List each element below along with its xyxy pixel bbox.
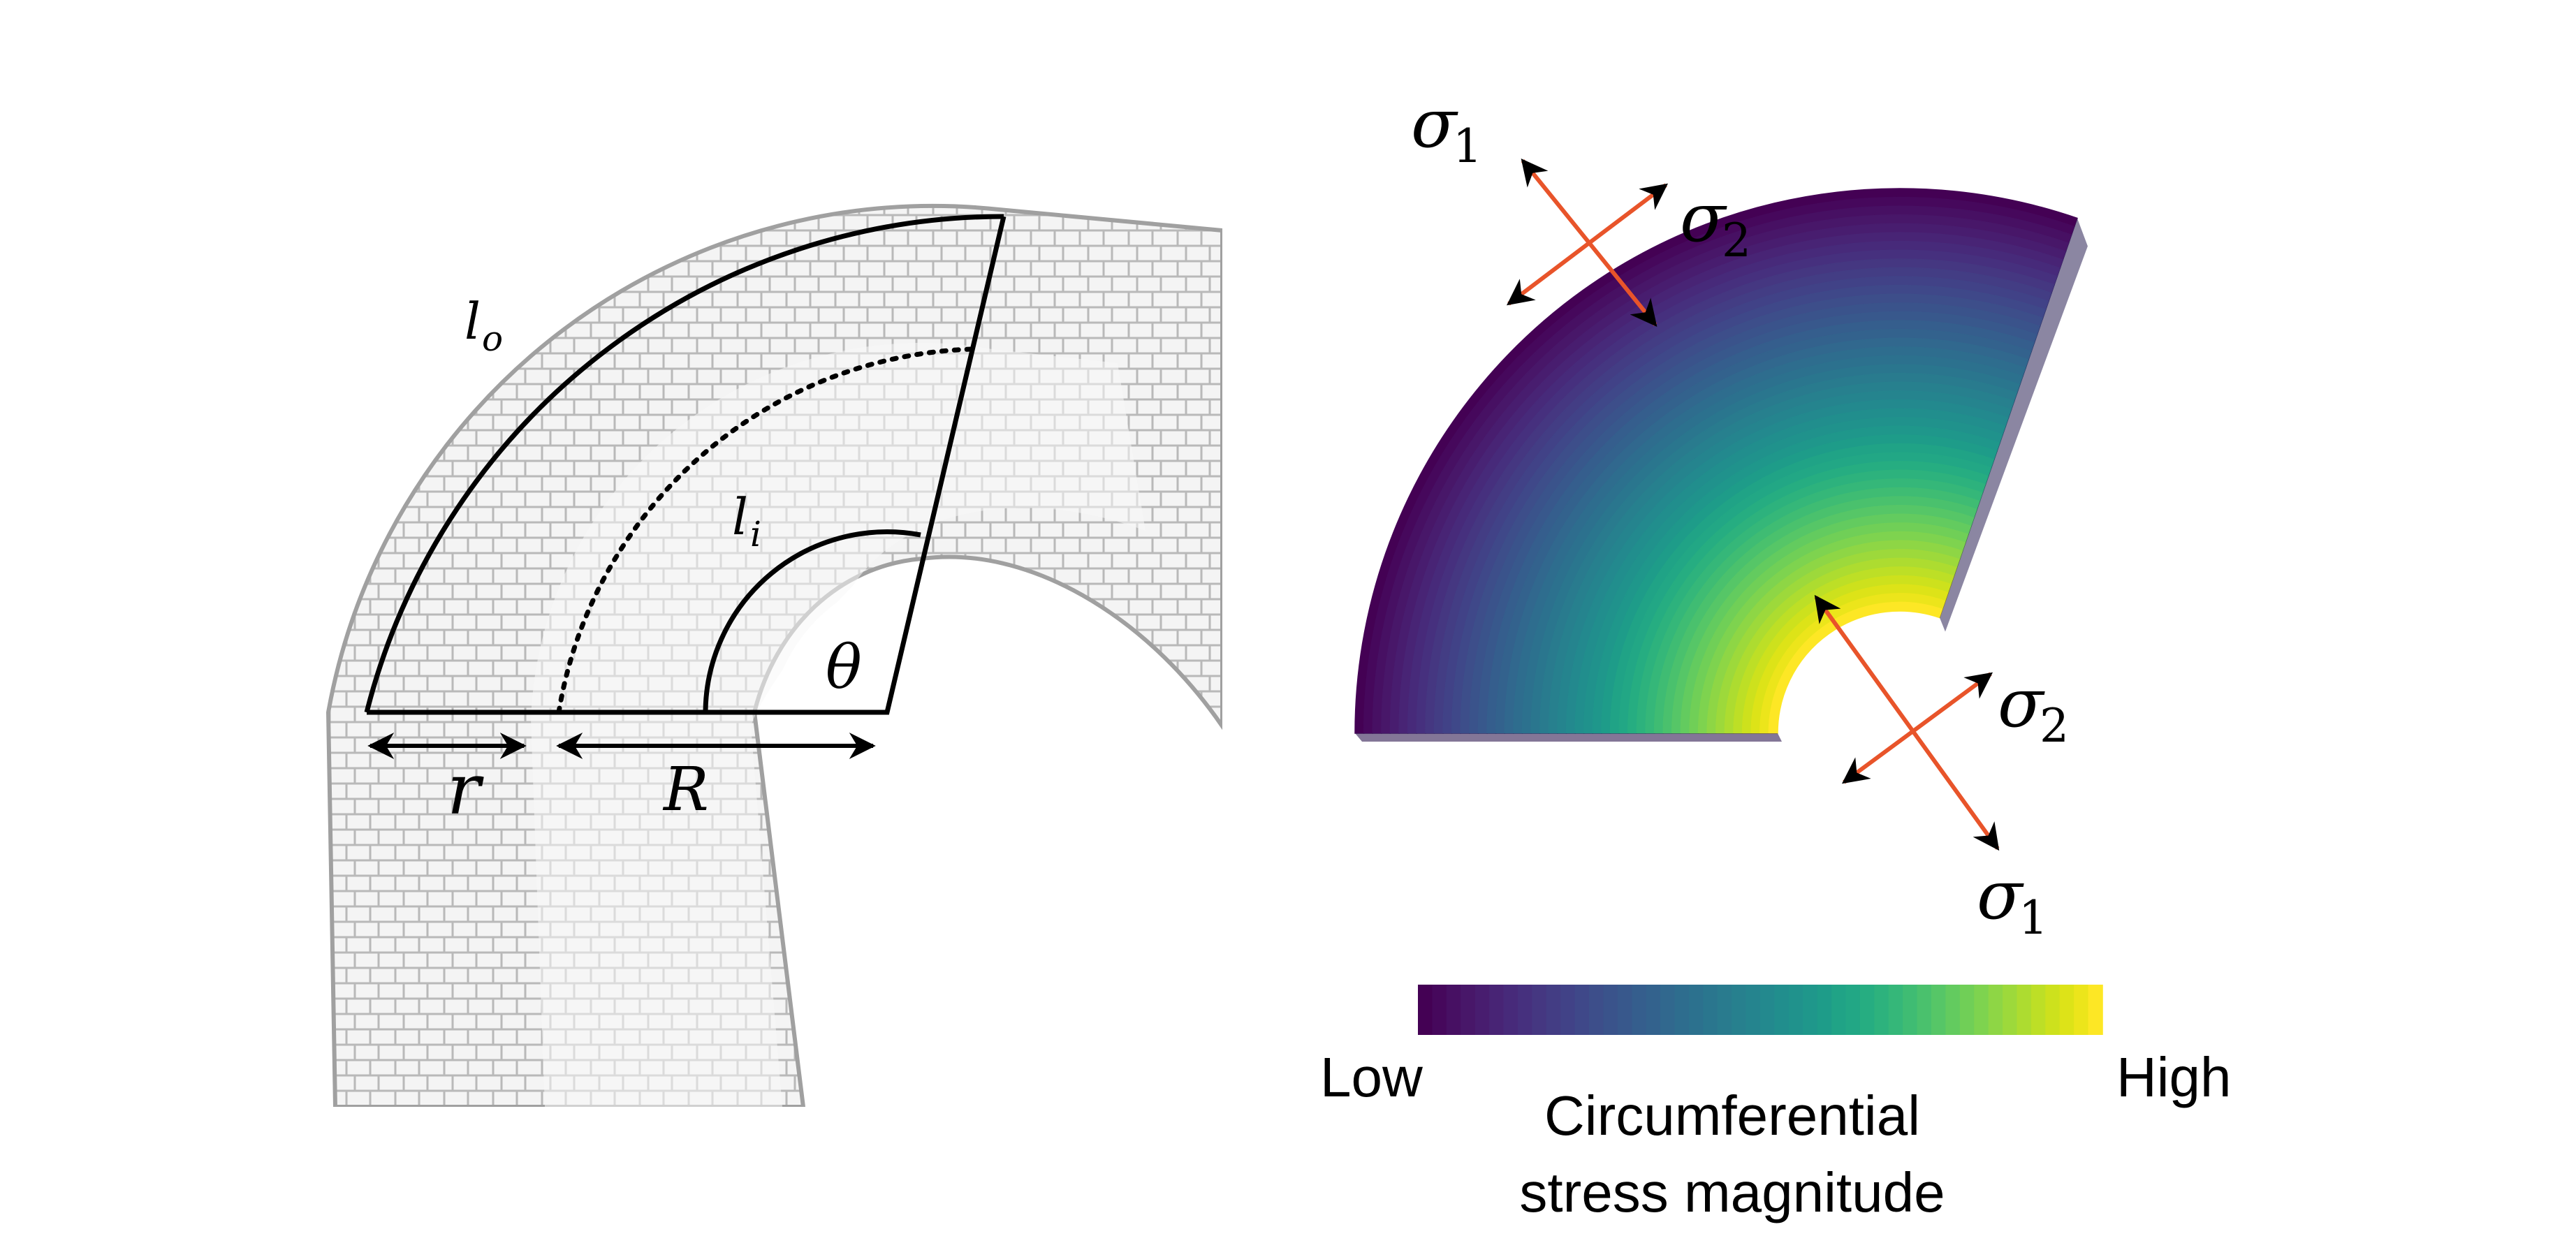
colorbar-swatch <box>1888 985 1903 1035</box>
colorbar-swatch <box>1803 985 1818 1035</box>
label-small-r: r <box>447 749 484 830</box>
label-sigma1-bottom: σ <box>1977 856 2024 934</box>
label-sigma1-top-sub: 1 <box>1453 119 1482 173</box>
colorbar-swatch <box>1646 985 1661 1035</box>
colorbar-swatch <box>1988 985 2003 1035</box>
label-outer-arc-sub: o <box>482 318 503 359</box>
colorbar <box>1418 985 2103 1035</box>
colorbar-swatch <box>1503 985 1518 1035</box>
sector-outline <box>703 216 1007 715</box>
colorbar-swatch <box>1688 985 1704 1035</box>
colorbar-swatch <box>1732 985 1747 1035</box>
colorbar-swatch <box>1974 985 1989 1035</box>
colorbar-swatch <box>2074 985 2089 1035</box>
colorbar-low-label: Low <box>1320 1046 1423 1108</box>
colorbar-swatch <box>1788 985 1804 1035</box>
colorbar-title-line1: Circumferential <box>1544 1085 1920 1147</box>
colorbar-swatch <box>1674 985 1690 1035</box>
stress-arrows <box>1506 159 2000 851</box>
label-sigma2-top-sub: 2 <box>1722 214 1751 267</box>
colorbar-swatch <box>1945 985 1961 1035</box>
colorbar-swatch <box>1418 985 1433 1035</box>
sector-outer-arc <box>364 214 1004 713</box>
colorbar-swatch <box>1817 985 1832 1035</box>
root-micrograph <box>217 77 1222 1107</box>
label-inner-arc: l <box>732 487 748 546</box>
colorbar-swatch <box>1703 985 1718 1035</box>
colorbar-swatch <box>1845 985 1861 1035</box>
arrow-sigma2-bottom <box>1841 672 1993 784</box>
label-sigma2-top: σ <box>1680 179 1727 257</box>
midline-arc <box>556 346 974 715</box>
colorbar-swatch <box>1660 985 1676 1035</box>
colorbar-swatch <box>1432 985 1447 1035</box>
label-sigma1-top: σ <box>1411 84 1458 163</box>
label-outer-arc: l <box>464 292 481 351</box>
root-gap <box>768 573 1222 1107</box>
colorbar-swatch <box>1917 985 1932 1035</box>
colorbar-swatch <box>1446 985 1462 1035</box>
colorbar-swatch <box>1603 985 1618 1035</box>
stress-sector <box>1354 188 2088 742</box>
colorbar-swatch <box>1546 985 1561 1035</box>
colorbar-swatch <box>1746 985 1761 1035</box>
colorbar-swatch <box>1632 985 1647 1035</box>
label-sigma2-bottom: σ <box>1998 664 2045 742</box>
colorbar-swatch <box>1903 985 1918 1035</box>
colorbar-swatch <box>1717 985 1732 1035</box>
colorbar-swatch <box>2059 985 2074 1035</box>
colorbar-swatch <box>1831 985 1847 1035</box>
colorbar-swatch <box>2017 985 2032 1035</box>
colorbar-swatch <box>1489 985 1505 1035</box>
colorbar-swatch <box>1532 985 1547 1035</box>
arrow-sigma2-top <box>1506 183 1669 306</box>
colorbar-swatch <box>1574 985 1590 1035</box>
label-inner-arc-sub: i <box>750 514 761 554</box>
label-angle: θ <box>826 633 862 703</box>
colorbar-swatch <box>1517 985 1533 1035</box>
colorbar-swatch <box>2003 985 2018 1035</box>
label-big-R: R <box>662 755 709 825</box>
label-sigma2-bottom-sub: 2 <box>2040 699 2069 753</box>
colorbar-swatch <box>1474 985 1490 1035</box>
stress-sector-bottom-face <box>1355 733 1782 742</box>
colorbar-swatch <box>1959 985 1975 1035</box>
colorbar-swatch <box>2030 985 2047 1035</box>
arrow-sigma1-bottom <box>1814 594 2000 851</box>
colorbar-swatch <box>1461 985 1476 1035</box>
colorbar-high-label: High <box>2116 1046 2232 1108</box>
colorbar-swatch <box>1859 985 1875 1035</box>
colorbar-swatch <box>2045 985 2061 1035</box>
colorbar-title-line2: stress magnitude <box>1519 1161 1945 1223</box>
root-core <box>531 342 1146 1107</box>
colorbar-swatch <box>2088 985 2103 1035</box>
colorbar-swatch <box>1760 985 1776 1035</box>
colorbar-swatch <box>1774 985 1790 1035</box>
colorbar-swatch <box>1589 985 1604 1035</box>
colorbar-swatch <box>1617 985 1633 1035</box>
colorbar-swatch <box>1560 985 1576 1035</box>
colorbar-swatch <box>1931 985 1947 1035</box>
stress-sector-side-face <box>1939 218 2088 632</box>
label-sigma1-bottom-sub: 1 <box>2019 891 2048 945</box>
colorbar-swatch <box>1874 985 1889 1035</box>
